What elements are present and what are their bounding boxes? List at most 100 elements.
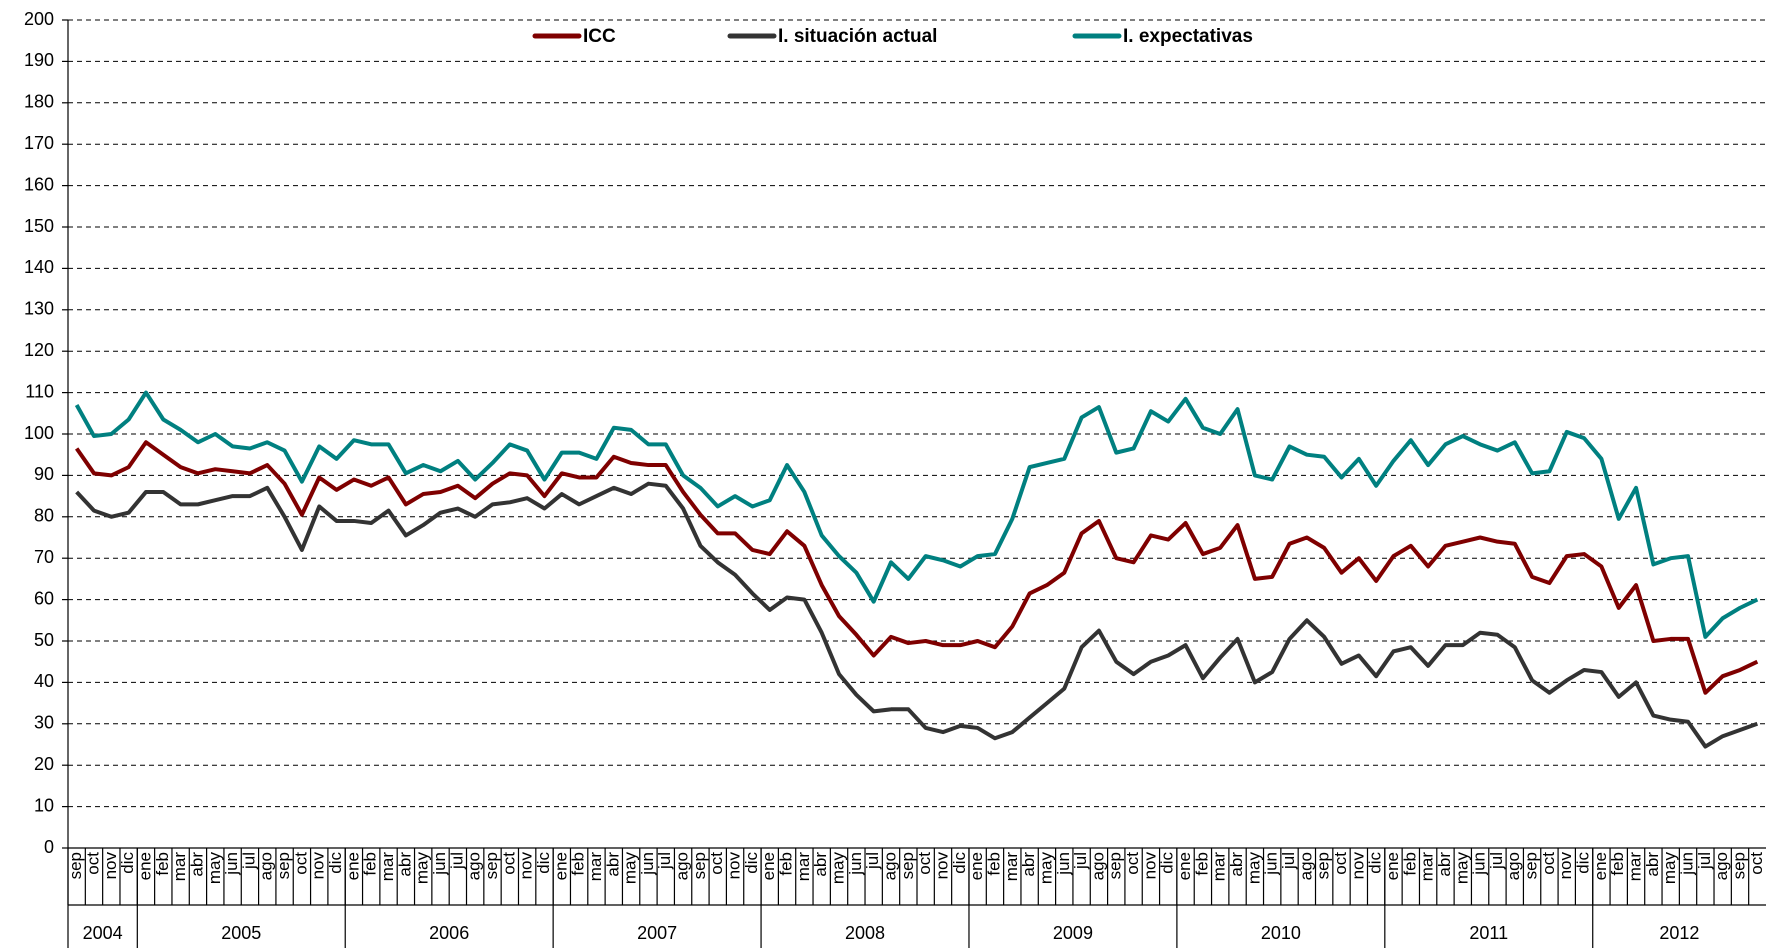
x-tick-label: ago (673, 852, 692, 880)
x-tick-label: sep (1522, 852, 1541, 879)
x-tick-label: jun (1470, 852, 1489, 876)
x-tick-label: ago (465, 852, 484, 880)
x-tick-label: jun (222, 852, 241, 876)
y-tick-label: 100 (24, 423, 54, 443)
legend-label: I. expectativas (1123, 26, 1253, 47)
x-tick-label: ago (1712, 852, 1731, 880)
x-tick-label: abr (603, 852, 622, 877)
series-line (74, 390, 1759, 639)
x-tick-label: mar (1418, 852, 1437, 882)
x-tick-label: jul (1071, 852, 1090, 870)
y-tick-label: 190 (24, 50, 54, 70)
x-tick-label: jun (1054, 852, 1073, 876)
y-tick-label: 160 (24, 174, 54, 194)
x-tick-label: mar (586, 852, 605, 882)
x-tick-label: dic (1158, 852, 1177, 874)
y-tick-label: 180 (24, 92, 54, 112)
x-tick-label: ene (135, 852, 154, 880)
x-tick-label: dic (950, 852, 969, 874)
x-tick-label: oct (1539, 852, 1558, 875)
series-line (75, 440, 1759, 695)
x-tick-label: jun (1262, 852, 1281, 876)
x-tick-label: nov (1348, 852, 1367, 880)
legend-label: I. situación actual (778, 26, 937, 47)
x-tick-label: ago (257, 852, 276, 880)
y-tick-label: 80 (34, 506, 54, 526)
x-tick-label: feb (1608, 852, 1627, 876)
x-tick-label: sep (1729, 852, 1748, 879)
x-tick-label: oct (499, 852, 518, 875)
x-tick-label: jul (655, 852, 674, 870)
x-tick-label: abr (1435, 852, 1454, 877)
x-tick-label: may (413, 852, 432, 885)
x-tick-label: jul (1695, 852, 1714, 870)
y-tick-label: 40 (34, 671, 54, 691)
y-tick-label: 130 (24, 299, 54, 319)
x-tick-label: oct (1331, 852, 1350, 875)
x-tick-label: nov (517, 852, 536, 880)
x-tick-label: nov (101, 852, 120, 880)
x-tick-label: feb (777, 852, 796, 876)
x-tick-label: dic (118, 852, 137, 874)
y-tick-label: 50 (34, 630, 54, 650)
x-tick-label: jun (1678, 852, 1697, 876)
y-tick-label: 20 (34, 754, 54, 774)
x-tick-label: jun (430, 852, 449, 876)
x-tick-label: sep (1106, 852, 1125, 879)
x-tick-label: abr (811, 852, 830, 877)
x-tick-label: jun (846, 852, 865, 876)
x-tick-label: sep (690, 852, 709, 879)
x-tick-label: ene (1383, 852, 1402, 880)
x-tick-label: abr (1227, 852, 1246, 877)
x-tick-label: jul (1279, 852, 1298, 870)
y-tick-label: 60 (34, 588, 54, 608)
y-tick-label: 110 (25, 381, 54, 401)
x-tick-label: abr (395, 852, 414, 877)
x-tick-label: oct (915, 852, 934, 875)
x-tick-label: sep (66, 852, 85, 879)
x-tick-label: feb (984, 852, 1003, 876)
x-tick-label: abr (187, 852, 206, 877)
y-tick-label: 10 (34, 795, 54, 815)
x-tick-label: jul (1487, 852, 1506, 870)
x-tick-label: ene (759, 852, 778, 880)
year-label: 2011 (1469, 923, 1508, 943)
x-tick-label: nov (309, 852, 328, 880)
x-tick-label: may (621, 852, 640, 885)
x-tick-label: may (829, 852, 848, 885)
x-tick-label: oct (1123, 852, 1142, 875)
x-tick-label: abr (1019, 852, 1038, 877)
series-line (75, 481, 1759, 749)
y-tick-label: 120 (24, 340, 54, 360)
x-tick-label: may (1244, 852, 1263, 885)
x-tick-label: mar (1002, 852, 1021, 882)
y-tick-label: 0 (44, 837, 54, 857)
x-tick-label: sep (274, 852, 293, 879)
x-tick-label: mar (1626, 852, 1645, 882)
x-tick-label: mar (378, 852, 397, 882)
x-tick-label: ene (551, 852, 570, 880)
x-tick-label: abr (1643, 852, 1662, 877)
year-label: 2008 (845, 923, 885, 943)
x-tick-label: mar (794, 852, 813, 882)
x-tick-label: sep (1314, 852, 1333, 879)
x-tick-label: may (1036, 852, 1055, 885)
x-tick-label: ene (967, 852, 986, 880)
year-label: 2010 (1261, 923, 1301, 943)
year-label: 2006 (429, 923, 469, 943)
year-label: 2007 (637, 923, 677, 943)
x-tick-label: feb (1192, 852, 1211, 876)
year-label: 2004 (83, 923, 123, 943)
x-tick-label: oct (83, 852, 102, 875)
x-tick-label: dic (326, 852, 345, 874)
x-tick-label: ene (343, 852, 362, 880)
y-tick-label: 140 (24, 257, 54, 277)
x-tick-label: nov (1556, 852, 1575, 880)
x-tick-label: jul (863, 852, 882, 870)
y-tick-label: 70 (34, 547, 54, 567)
x-tick-label: may (205, 852, 224, 885)
x-tick-label: oct (1747, 852, 1766, 875)
y-tick-label: 150 (24, 216, 54, 236)
